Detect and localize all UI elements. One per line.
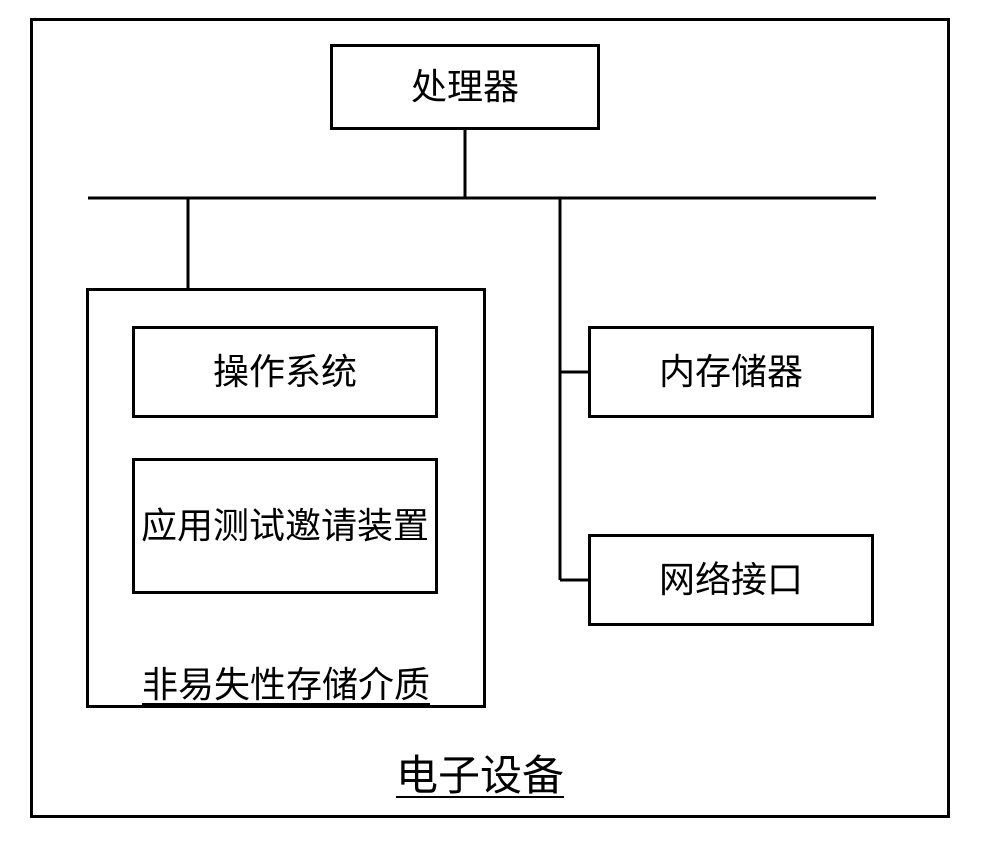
diagram-caption: 电子设备: [330, 742, 630, 803]
os-node: 操作系统: [132, 326, 438, 418]
memory-label: 内存储器: [659, 349, 803, 396]
memory-node: 内存储器: [588, 326, 874, 418]
app-test-node: 应用测试邀请装置: [132, 458, 438, 594]
storage-container-label: 非易失性存储介质: [96, 656, 476, 708]
app-test-label: 应用测试邀请装置: [141, 503, 429, 550]
processor-node: 处理器: [330, 44, 600, 130]
os-label: 操作系统: [213, 349, 357, 396]
processor-label: 处理器: [411, 64, 519, 111]
diagram-canvas: 处理器 非易失性存储介质 操作系统 应用测试邀请装置 内存储器 网络接口 电子设…: [0, 0, 987, 843]
network-label: 网络接口: [659, 557, 803, 604]
network-node: 网络接口: [588, 534, 874, 626]
